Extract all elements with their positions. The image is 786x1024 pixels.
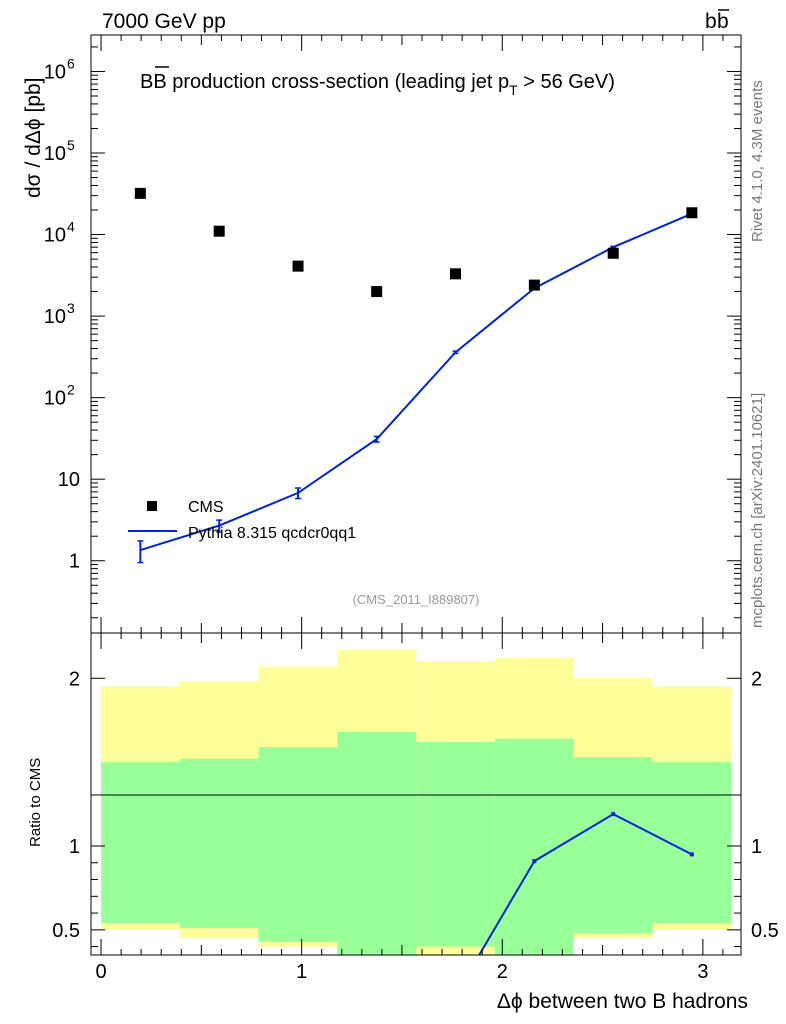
cms-data-point — [528, 279, 540, 291]
main-series-layer — [134, 187, 698, 564]
analysis-watermark: (CMS_2011_I889807) — [353, 592, 480, 607]
ratio-y-tick-label: 2 — [69, 668, 80, 690]
cms-data-point — [607, 247, 619, 259]
ratio-band-inner — [101, 762, 180, 924]
cms-data-point — [292, 260, 304, 272]
main-y-tick-exponent: 6 — [67, 55, 75, 71]
y-axis-title: dσ / dΔϕ [pb] — [22, 78, 45, 198]
pythia-line — [140, 212, 693, 552]
cms-data-point — [213, 225, 225, 237]
title-sub: T — [509, 82, 518, 98]
main-y-tick-label: 10 — [44, 61, 66, 83]
process-label: b b — [705, 9, 729, 33]
ratio-y-tick-label: 0.5 — [52, 920, 80, 942]
ratio-band-inner — [337, 731, 417, 955]
ratio-pythia-line — [478, 812, 693, 956]
mcplots-label: mcplots.cern.ch [arXiv:2401.10621] — [749, 393, 766, 628]
x-tick-labels: 0 1 2 3 — [95, 961, 708, 983]
ratio-frame — [90, 632, 742, 956]
main-y-tick-label: 10 — [44, 225, 66, 247]
ratio-band-inner — [416, 742, 495, 947]
main-frame — [90, 34, 742, 634]
title-b2: B — [153, 71, 166, 93]
main-y-tick-label: 1 — [69, 551, 80, 573]
main-y-tick-label: 10 — [58, 469, 80, 491]
ratio-pythia-point — [532, 859, 537, 864]
x-tick-label: 2 — [497, 961, 508, 983]
main-y-tick-label: 10 — [44, 143, 66, 165]
ratio-band-inner — [494, 738, 574, 955]
cms-data-point — [134, 187, 146, 199]
main-y-tick-label: 10 — [44, 388, 66, 410]
x-axis-title: Δϕ between two B hadrons — [497, 990, 748, 1013]
ratio-y-tick-label-right: 1 — [751, 836, 762, 858]
title-b1: B — [140, 71, 153, 93]
legend-label-pythia: Pythia 8.315 qcdcr0qq1 — [188, 525, 356, 542]
chart-title: BB production cross-section (leading jet… — [140, 71, 615, 98]
ratio-y-axis-title: Ratio to CMS — [27, 758, 44, 847]
ratio-band-inner — [258, 747, 338, 942]
process-label-bar: b — [717, 10, 729, 33]
title-end: > 56 GeV) — [518, 71, 615, 93]
ratio-y-tick-label-right: 0.5 — [751, 920, 779, 942]
cms-data-point — [371, 286, 383, 298]
ratio-series-layer — [478, 812, 694, 956]
x-tick-label: 1 — [296, 961, 307, 983]
ratio-pythia-point — [611, 812, 616, 817]
ratio-plot-panel: 0.5 0.5 1 1 2 2 0 1 2 3 Ratio to CMS Δϕ between … — [27, 632, 779, 1013]
x-tick-label: 0 — [95, 961, 106, 983]
ratio-pythia-point — [689, 852, 694, 857]
ratio-band-inner — [179, 758, 259, 929]
main-axis-ticks — [91, 35, 741, 633]
rivet-label: Rivet 4.1.0, 4.3M events — [749, 80, 766, 242]
ratio-y-tick-labels: 0.5 0.5 1 1 2 2 — [52, 668, 779, 942]
energy-label: 7000 GeV pp — [102, 10, 226, 33]
main-y-tick-exponent: 4 — [67, 219, 75, 235]
main-y-tick-label: 10 — [44, 306, 66, 328]
ratio-band-inner — [652, 762, 732, 924]
main-y-tick-exponent: 3 — [67, 300, 75, 316]
main-y-tick-exponent: 5 — [67, 137, 75, 153]
ratio-band-inner — [573, 757, 653, 934]
ratio-y-tick-label: 1 — [69, 836, 80, 858]
legend: CMS Pythia 8.315 qcdcr0qq1 — [128, 499, 356, 542]
cms-data-point — [450, 268, 462, 280]
ratio-uncertainty-bands — [101, 649, 732, 955]
ratio-y-tick-label-right: 2 — [751, 668, 762, 690]
legend-label-cms: CMS — [188, 499, 224, 516]
title-rest: production cross-section (leading jet p — [167, 71, 509, 93]
cms-data-point — [686, 207, 698, 219]
legend-marker-cms — [147, 501, 157, 511]
main-y-tick-exponent: 2 — [67, 382, 75, 398]
ratio-axis-ticks — [91, 633, 741, 955]
x-tick-label: 3 — [697, 961, 708, 983]
process-label-base: b — [705, 10, 717, 33]
